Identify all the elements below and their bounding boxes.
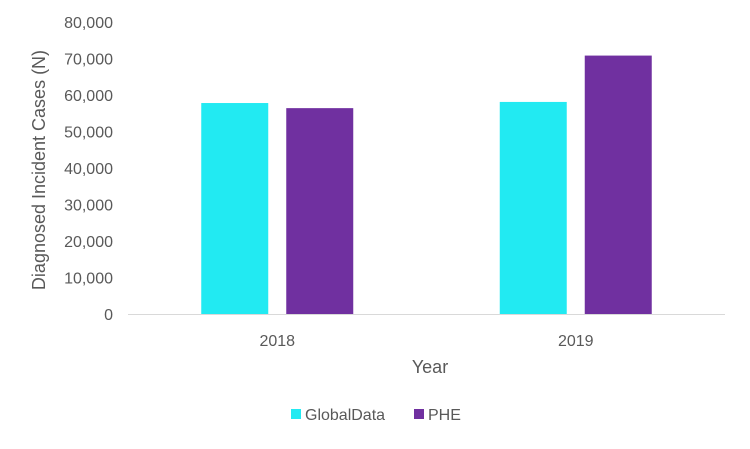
legend: GlobalData PHE	[291, 407, 461, 424]
bars	[201, 55, 652, 315]
legend-swatch-globaldata	[291, 409, 301, 419]
y-tick-label: 80,000	[64, 15, 113, 32]
x-tick-label: 2018	[259, 333, 295, 350]
y-tick-label: 40,000	[64, 161, 113, 178]
bar-phe-2018	[286, 108, 354, 314]
legend-label-globaldata: GlobalData	[305, 407, 385, 424]
y-tick-label: 50,000	[64, 125, 113, 142]
y-tick-label: 70,000	[64, 52, 113, 69]
y-tick-label: 60,000	[64, 88, 113, 105]
y-axis-ticks: 0 10,000 20,000 30,000 40,000 50,000 60,000 70,…	[64, 15, 113, 324]
bar-phe-2019	[584, 55, 652, 315]
legend-swatch-phe	[414, 409, 424, 419]
bar-globaldata-2018	[201, 103, 269, 314]
x-tick-label: 2019	[558, 333, 594, 350]
bar-globaldata-2019	[499, 101, 567, 314]
x-axis-title: Year	[412, 357, 448, 377]
y-tick-label: 20,000	[64, 234, 113, 251]
y-tick-label: 0	[104, 307, 113, 324]
legend-label-phe: PHE	[428, 407, 461, 424]
y-tick-label: 30,000	[64, 198, 113, 215]
x-axis-ticks: 2018 2019	[259, 333, 593, 350]
y-tick-label: 10,000	[64, 271, 113, 288]
y-axis-title: Diagnosed Incident Cases (N)	[29, 50, 49, 290]
